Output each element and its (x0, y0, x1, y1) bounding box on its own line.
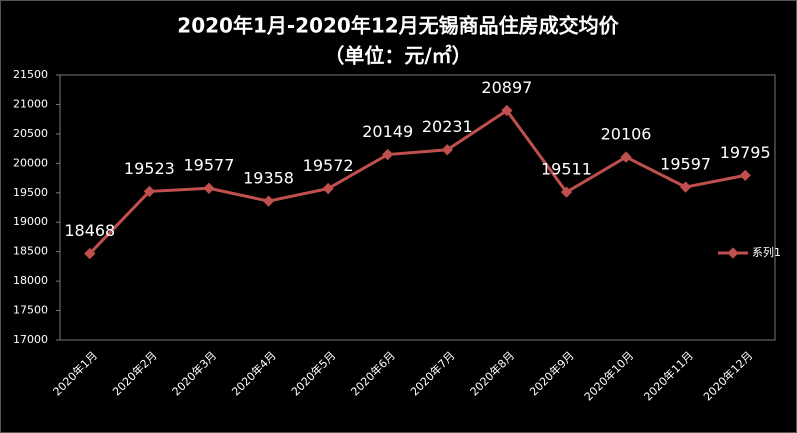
marker (322, 182, 334, 195)
marker (560, 186, 573, 198)
data-label: 19597 (660, 155, 711, 174)
x-tick-label: 2020年2月 (109, 348, 159, 398)
data-label: 19577 (184, 156, 235, 175)
x-tick-label: 2020年1月 (50, 348, 100, 398)
y-tick-label: 20500 (13, 127, 48, 140)
marker (143, 185, 156, 198)
data-label: 20897 (481, 78, 532, 97)
legend-label: 系列1 (752, 245, 781, 259)
x-tick-label: 2020年12月 (700, 348, 755, 403)
y-tick-label: 17500 (13, 304, 48, 317)
y-tick-label: 19500 (13, 186, 48, 199)
x-tick-label: 2020年8月 (467, 348, 517, 398)
chart-subtitle: （单位：元/㎡） (324, 44, 471, 68)
x-tick-label: 2020年4月 (229, 348, 279, 398)
x-tick-label: 2020年6月 (348, 348, 398, 398)
marker (262, 195, 275, 207)
data-label: 20149 (362, 122, 413, 141)
x-tick-label: 2020年7月 (407, 348, 457, 398)
plot-area (59, 74, 776, 341)
data-label: 19511 (541, 160, 592, 179)
data-label: 18468 (64, 221, 115, 240)
x-tick-label: 2020年9月 (526, 348, 576, 398)
marker (203, 182, 215, 194)
data-label: 19572 (303, 156, 354, 175)
marker (441, 144, 453, 156)
y-tick-label: 17000 (13, 333, 48, 346)
y-tick-label: 18500 (13, 245, 48, 258)
y-tick-label: 21500 (13, 68, 48, 81)
marker (739, 169, 751, 182)
y-tick-label: 18000 (13, 274, 48, 287)
x-tick-label: 2020年11月 (641, 348, 696, 403)
data-label: 19795 (720, 143, 771, 162)
chart-title: 2020年1月-2020年12月无锡商品住房成交均价 (177, 14, 619, 38)
x-tick-label: 2020年3月 (169, 348, 219, 398)
data-label: 20231 (422, 117, 473, 136)
marker (679, 181, 692, 193)
y-tick-label: 19000 (13, 215, 48, 228)
data-label: 19358 (243, 169, 294, 188)
y-tick-label: 21000 (13, 97, 48, 110)
y-tick-label: 20000 (13, 156, 48, 169)
x-tick-label: 2020年5月 (288, 348, 338, 398)
data-label: 20106 (601, 125, 652, 144)
marker (382, 148, 394, 161)
data-label: 19523 (124, 159, 175, 178)
legend-marker (727, 247, 739, 259)
x-tick-label: 2020年10月 (581, 348, 636, 403)
marker (620, 151, 632, 163)
series-line (88, 108, 746, 255)
